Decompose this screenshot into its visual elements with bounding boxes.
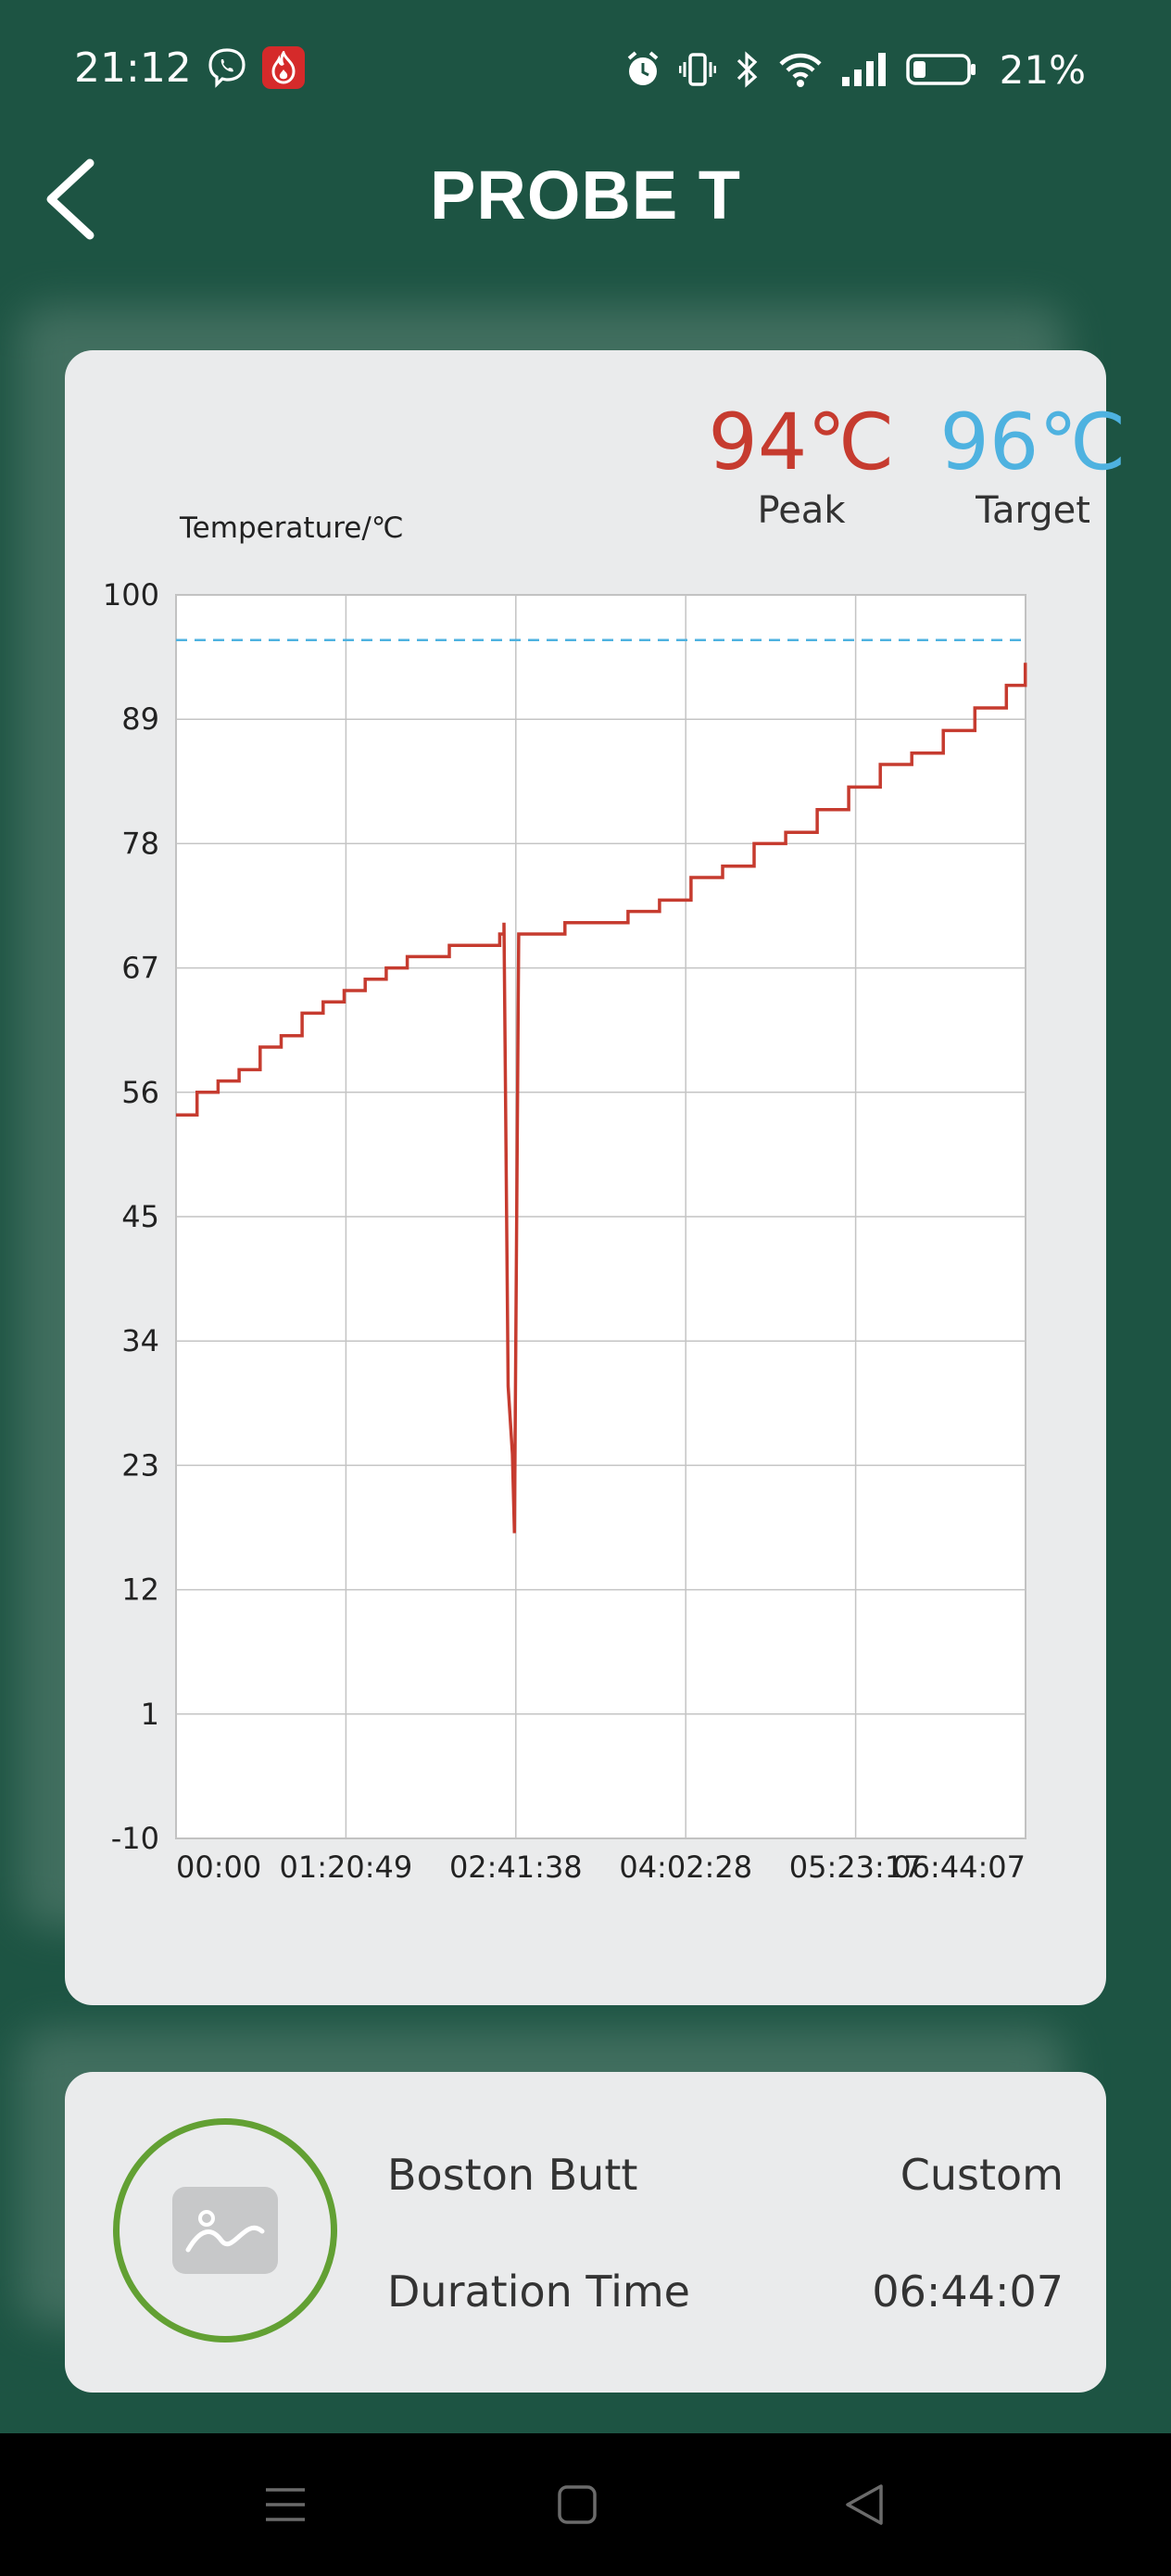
y-tick-label: 67 [121, 951, 159, 986]
battery-percent: 21% [999, 46, 1086, 93]
info-card: Boston Butt Custom Duration Time 06:44:0… [65, 2072, 1106, 2393]
y-tick-label: 89 [121, 701, 159, 737]
status-icons: 21% [623, 46, 1086, 93]
food-name: Boston Butt [387, 2150, 638, 2200]
signal-icon [841, 53, 886, 86]
target-value: 96℃ [939, 397, 1127, 487]
food-image[interactable] [113, 2118, 337, 2342]
back-chevron-icon [46, 158, 94, 240]
back-icon [846, 2484, 883, 2525]
battery-icon [905, 54, 976, 85]
peak-value: 94℃ [708, 397, 895, 487]
x-tick-label: 06:44:07 [892, 1850, 1026, 1885]
alarm-icon [627, 51, 658, 85]
x-tick-label: 05:23:17 [789, 1850, 923, 1885]
y-tick-label: 78 [121, 826, 159, 861]
home-icon [558, 2485, 597, 2524]
viber-icon [208, 48, 246, 88]
y-tick-label: 12 [121, 1572, 159, 1608]
status-time: 21:12 [74, 44, 192, 92]
flame-app-icon [262, 46, 305, 89]
page-title: PROBE T [430, 157, 741, 234]
y-axis-title: Temperature/℃ [180, 511, 404, 545]
y-tick-label: 23 [121, 1447, 159, 1483]
chart-card: 94℃ Peak 96℃ Target Temperature/℃ 100 89 7… [65, 350, 1127, 2005]
x-tick-label: 04:02:28 [619, 1850, 752, 1885]
wifi-icon [779, 53, 822, 87]
peak-label: Peak [757, 489, 846, 532]
chart-series [176, 663, 1027, 1534]
y-tick-label: 45 [121, 1199, 159, 1234]
bluetooth-icon [737, 51, 757, 88]
navigation-bar [0, 2433, 1171, 2576]
y-tick-label: 100 [103, 577, 159, 612]
duration-label: Duration Time [387, 2267, 690, 2317]
target-stat: 96℃ Target [862, 397, 1171, 532]
x-tick-label: 01:20:49 [280, 1850, 413, 1885]
nav-back-button[interactable] [828, 2475, 902, 2534]
back-button[interactable] [28, 148, 111, 250]
y-tick-label: -10 [111, 1821, 159, 1856]
duration-value: 06:44:07 [872, 2267, 1064, 2317]
image-placeholder-icon [172, 2187, 278, 2274]
chart-grid [175, 594, 1026, 1839]
menu-button[interactable] [248, 2475, 322, 2534]
y-tick-label: 56 [121, 1075, 159, 1110]
header: PROBE T [0, 139, 1171, 259]
vibrate-icon [678, 53, 716, 86]
x-tick-label: 02:41:38 [449, 1850, 583, 1885]
home-button[interactable] [540, 2475, 614, 2534]
temperature-line [176, 663, 1027, 1534]
y-tick-label: 1 [141, 1697, 159, 1732]
menu-icon [266, 2488, 305, 2521]
x-axis-ticks: 00:00 01:20:49 02:41:38 04:02:28 05:23:1706:… [176, 1850, 1026, 1885]
y-axis-ticks: 100 89 78 67 56 45 34 23 12 1 -10 [103, 577, 159, 1856]
x-tick-label: 00:00 [176, 1850, 261, 1885]
y-tick-label: 34 [121, 1323, 159, 1358]
target-label: Target [976, 489, 1090, 532]
mode-selector[interactable]: Custom [900, 2150, 1064, 2200]
temperature-chart: 100 89 78 67 56 45 34 23 12 1 -10 00:00 01:20:49 02:… [103, 577, 1027, 1885]
peak-stat: 94℃ Peak [630, 397, 973, 532]
status-bar: 21:12 [0, 0, 1171, 139]
